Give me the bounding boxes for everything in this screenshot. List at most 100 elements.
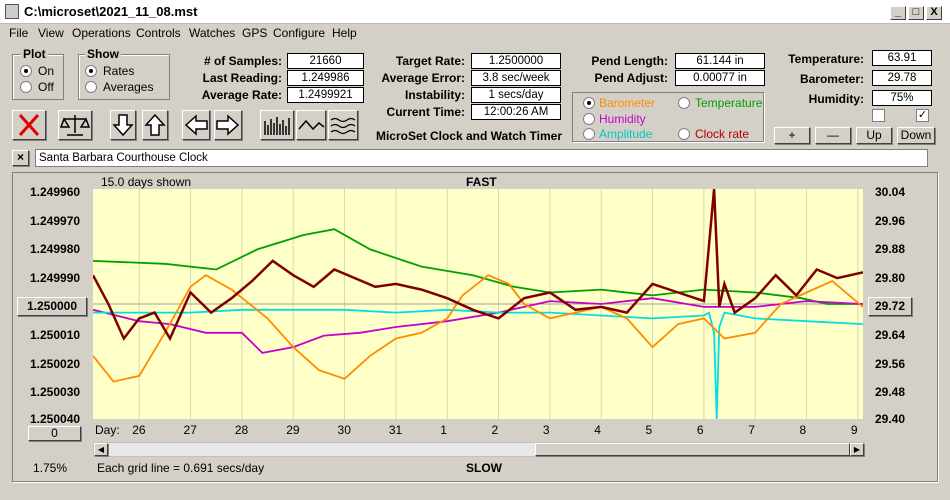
sensor-clock-rate-radio[interactable] bbox=[678, 128, 690, 140]
show-group-title: Show bbox=[85, 47, 121, 61]
series-line-temperature bbox=[92, 228, 863, 305]
x-tick-label: 3 bbox=[542, 423, 550, 437]
x-tick-label: 27 bbox=[183, 423, 197, 437]
red-x-icon bbox=[18, 113, 40, 137]
plot-on-label: On bbox=[38, 64, 55, 78]
sensor-humidity-label: Humidity bbox=[599, 112, 646, 126]
wave-icon bbox=[330, 117, 356, 135]
last-reading-label: Last Reading: bbox=[202, 71, 282, 85]
series-line-humidity bbox=[92, 297, 864, 354]
show-rates-radio[interactable] bbox=[85, 65, 97, 77]
menu-watches[interactable]: Watches bbox=[189, 26, 236, 40]
app-name: MicroSet Clock and Watch Timer bbox=[375, 129, 562, 143]
maximize-button[interactable]: □ bbox=[908, 6, 924, 20]
title-bar: C:\microset\2021_11_08.mst _ □ X bbox=[0, 0, 950, 24]
average-error-field: 3.8 sec/week bbox=[471, 70, 561, 86]
scale-down-button[interactable]: Down bbox=[897, 127, 935, 144]
samples-field: 21660 bbox=[287, 53, 364, 69]
series-line-barometer bbox=[92, 274, 864, 383]
sensor-humidity-radio[interactable] bbox=[583, 113, 595, 125]
menu-controls[interactable]: Controls bbox=[136, 26, 181, 40]
scroll-right-arrow-icon[interactable]: ▶ bbox=[850, 443, 864, 456]
right-center-button[interactable]: 29.72 bbox=[868, 297, 912, 316]
line-graph-button[interactable] bbox=[296, 110, 326, 140]
show-averages-radio[interactable] bbox=[85, 81, 97, 93]
move-up-button[interactable] bbox=[142, 110, 168, 140]
sensor-amplitude-radio[interactable] bbox=[583, 128, 595, 140]
y-tick-right: 29.56 bbox=[875, 357, 906, 371]
scroll-left-arrow-icon[interactable]: ◀ bbox=[94, 443, 108, 456]
plot-off-radio[interactable] bbox=[20, 81, 32, 93]
center-rate-button[interactable]: 1.250000 bbox=[17, 297, 87, 316]
y-tick-right: 29.80 bbox=[875, 271, 906, 285]
scale-plus-button[interactable]: + bbox=[774, 127, 810, 144]
temperature-label: Temperature: bbox=[788, 52, 864, 66]
series-line-clock_rate bbox=[91, 188, 864, 342]
percent-label: 1.75% bbox=[33, 461, 68, 475]
average-rate-label: Average Rate: bbox=[201, 88, 282, 102]
humidity-label: Humidity: bbox=[808, 92, 864, 106]
humidity-field: 75% bbox=[872, 90, 932, 106]
x-tick-label: 7 bbox=[748, 423, 755, 437]
sensor-temperature-radio[interactable] bbox=[678, 97, 690, 109]
close-button[interactable]: X bbox=[926, 6, 942, 20]
clock-close-button[interactable]: × bbox=[12, 150, 29, 166]
x-tick-label: 2 bbox=[491, 423, 499, 437]
x-tick-label: 8 bbox=[799, 423, 807, 437]
menu-gps[interactable]: GPS bbox=[242, 26, 268, 40]
barometer-label: Barometer: bbox=[799, 72, 864, 86]
slow-label: SLOW bbox=[466, 461, 502, 475]
option-checkbox-2[interactable]: ✓ bbox=[916, 109, 929, 122]
balance-button[interactable] bbox=[58, 110, 92, 140]
menu-configure[interactable]: Configure bbox=[273, 26, 326, 40]
sensor-barometer-label: Barometer bbox=[599, 96, 656, 110]
arrow-left-icon bbox=[184, 114, 208, 136]
scroll-zero-button[interactable]: 0 bbox=[28, 426, 81, 441]
y-tick-left: 1.250030 bbox=[30, 385, 81, 399]
fast-label: FAST bbox=[466, 175, 497, 189]
move-down-button[interactable] bbox=[110, 110, 136, 140]
stop-button[interactable] bbox=[12, 110, 46, 140]
menu-operations[interactable]: Operations bbox=[72, 26, 131, 40]
x-tick-label: 9 bbox=[850, 423, 858, 437]
bar-graph-icon bbox=[264, 117, 290, 135]
menu-file[interactable]: File bbox=[9, 26, 29, 40]
grid-note: Each grid line = 0.691 secs/day bbox=[97, 461, 265, 475]
minimize-button[interactable]: _ bbox=[890, 6, 906, 20]
option-checkbox-1[interactable] bbox=[872, 109, 885, 122]
pend-length-field[interactable]: 61.144 in bbox=[675, 53, 765, 69]
scroll-right-button[interactable] bbox=[214, 110, 242, 140]
menu-bar: File View Operations Controls Watches GP… bbox=[0, 24, 950, 42]
y-tick-left: 1.249980 bbox=[30, 242, 81, 256]
y-tick-right: 29.48 bbox=[875, 385, 906, 399]
temperature-field: 63.91 bbox=[872, 50, 932, 66]
show-rates-label: Rates bbox=[103, 64, 135, 78]
scale-up-button[interactable]: Up bbox=[856, 127, 892, 144]
menu-help[interactable]: Help bbox=[332, 26, 357, 40]
sensor-selector: Barometer Temperature Humidity Amplitude… bbox=[572, 92, 764, 142]
y-tick-left: 1.249990 bbox=[30, 271, 81, 285]
wave-graph-button[interactable] bbox=[328, 110, 358, 140]
x-tick-label: 26 bbox=[132, 423, 146, 437]
scale-minus-button[interactable]: — bbox=[815, 127, 851, 144]
scrollbar-thumb[interactable] bbox=[535, 443, 850, 456]
plot-area bbox=[91, 188, 864, 420]
instability-field: 1 secs/day bbox=[471, 87, 561, 103]
rate-chart bbox=[91, 188, 864, 420]
samples-label: # of Samples: bbox=[203, 54, 282, 68]
target-rate-field[interactable]: 1.2500000 bbox=[471, 53, 561, 69]
plot-off-label: Off bbox=[38, 80, 54, 94]
y-tick-left: 1.250010 bbox=[30, 328, 81, 342]
plot-on-radio[interactable] bbox=[20, 65, 32, 77]
arrow-up-icon bbox=[144, 113, 166, 136]
sensor-barometer-radio[interactable] bbox=[583, 97, 595, 109]
menu-view[interactable]: View bbox=[38, 26, 64, 40]
x-tick-label: 31 bbox=[388, 423, 403, 437]
bar-graph-button[interactable] bbox=[260, 110, 294, 140]
horizontal-scrollbar[interactable]: ◀ ▶ bbox=[93, 442, 865, 457]
clock-name-field[interactable]: Santa Barbara Courthouse Clock bbox=[35, 149, 928, 167]
x-tick-label: 29 bbox=[286, 423, 300, 437]
scroll-left-button[interactable] bbox=[182, 110, 210, 140]
y-tick-left: 1.250040 bbox=[30, 412, 81, 426]
series-line-amplitude bbox=[93, 308, 864, 420]
